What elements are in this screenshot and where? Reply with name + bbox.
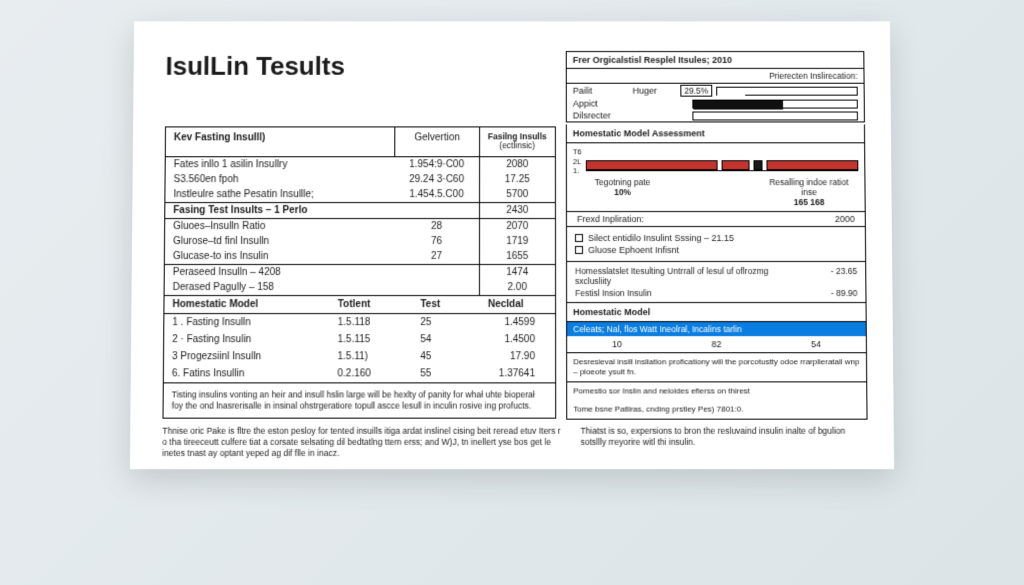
main-table: Kev Fasting Insulll) Gelvertion Fasilng … — [162, 126, 556, 418]
main-footnote: Tisting insulins vonting an heir and ins… — [163, 382, 555, 417]
y-axis: T6 2L 1. — [573, 147, 582, 175]
table-row: Instleulre sathe Pesatin Insullle;1.454.… — [165, 187, 555, 202]
chart-bar — [754, 160, 763, 170]
chart-bar — [586, 160, 718, 170]
kv-list: Homesslatslet Itesulting Untrrall of les… — [567, 261, 865, 302]
hma-panel: Homestatic Model Assessment T6 2L 1. Teg… — [566, 124, 868, 419]
hma-title: Homestatic Model Assessment — [567, 124, 864, 143]
hm-h4: Necldal — [480, 296, 555, 313]
hm-row: 1 . Fasting Insulln1.5.118251.4599 — [164, 314, 555, 331]
table-row: Gluoes–Insulln Ratio282070 — [165, 219, 555, 234]
table-row: Derased Pagully – 1582.00 — [165, 280, 555, 295]
topright-rows: PailitHuger29.5%AppictDilsrecter — [567, 84, 864, 122]
bottom-right: Thiatst is so, expersions to bron the re… — [580, 426, 867, 459]
right-column: Frer Orgicalstisl Resplel Itsules; 2010 … — [566, 51, 865, 122]
left-header: IsulLin Tesults — [165, 51, 556, 96]
fasing-val: 2430 — [479, 203, 555, 218]
block1: Fates inllo 1 asilin Insullry1.954:9·C00… — [165, 157, 555, 203]
page-title: IsulLin Tesults — [165, 51, 555, 82]
chart-bar — [767, 160, 858, 170]
checkbox-icon[interactable] — [575, 246, 583, 254]
head-c3b: (ectlinsic) — [488, 142, 547, 151]
para1: Desresieval insill insliation proficatio… — [567, 352, 866, 381]
checkbox-row[interactable]: Gluose Ephoent Infisnt — [575, 245, 857, 255]
topright-row: Appict — [567, 98, 864, 110]
para3: Tome bsne Patliras, cnding prstley Pes) … — [567, 401, 866, 419]
table-row: S3.560en fpoh29.24 3·C6017.25 — [165, 172, 554, 187]
main-head: Kev Fasting Insulll) Gelvertion Fasilng … — [166, 127, 555, 157]
highlight-bar: Celeats; Nal, flos Watt Ineolral, Incali… — [567, 322, 866, 336]
chart-stats: Tegotning pate10% Resalling indoe ratiot… — [573, 175, 859, 209]
fixed-row: Frexd Inpliration: 2000 — [567, 211, 865, 226]
topright-sub: Prierecten Inslirecation: — [567, 69, 864, 84]
head-c2: Gelvertion — [395, 127, 479, 156]
head-c3: Fasilng Insulls (ectlinsic) — [479, 127, 555, 156]
hm-rows: 1 . Fasting Insulln1.5.118251.45992 · Fa… — [164, 314, 555, 382]
hm-title: Homestatic Model — [164, 296, 329, 313]
topright-row: Dilsrecter — [567, 110, 864, 122]
bottom-left: Thnise oric Pake is fltre the eston pesl… — [162, 426, 564, 459]
topright-head: Frer Orgicalstisl Resplel Itsules; 2010 — [567, 52, 864, 69]
fasing-title: Fasing Test Insults – 1 Perlo — [165, 203, 394, 218]
block2: Gluoes–Insulln Ratio282070Glurose–td fin… — [165, 219, 555, 265]
checkbox-row[interactable]: Silect entidilo Insulint Sssing – 21.15 — [575, 233, 857, 243]
body-grid: Kev Fasting Insulll) Gelvertion Fasilng … — [162, 124, 867, 419]
hm-row: 2 · Fasting Insulin1.5.115541.4500 — [164, 331, 555, 348]
kv-row: Homesslatslet Itesulting Untrrall of les… — [567, 265, 865, 287]
hm-head: Homestatic Model Totlent Test Necldal — [164, 296, 555, 314]
head-c1: Kev Fasting Insulll) — [166, 127, 395, 156]
fasing-row: Fasing Test Insults – 1 Perlo 2430 — [165, 203, 555, 219]
table-row: Peraseed Insulln – 42081474 — [165, 265, 555, 280]
chart-bars — [586, 149, 859, 171]
para2: Pomestio sor Inslin and neloides efierss… — [567, 381, 866, 400]
block3: Peraseed Insulln – 42081474Derased Pagul… — [165, 265, 556, 296]
hm-row: 3 Progezsiinl Insulln1.5.11)4517.90 — [164, 348, 555, 365]
hm-row: 6. Fatins Insullin0.2.160551.37641 — [164, 365, 555, 382]
topright-head-left: Frer Orgicalstisl Resplel Itsules; 2010 — [573, 55, 732, 65]
report-sheet: IsulLin Tesults Frer Orgicalstisl Resple… — [130, 21, 894, 469]
hm-h3: Test — [412, 296, 480, 313]
table-row: Glurose–td finl Insulln761719 — [165, 234, 555, 249]
table-row: Glucase-to ins Insulin271655 — [165, 249, 555, 264]
topright-row: PailitHuger29.5% — [567, 84, 864, 98]
hma-chart: T6 2L 1. Tegotning pate10% Resalling ind… — [567, 143, 865, 211]
top-grid: IsulLin Tesults Frer Orgicalstisl Resple… — [165, 51, 865, 122]
table-row: Fates inllo 1 asilin Insullry1.954:9·C00… — [166, 157, 555, 172]
check-list: Silect entidilo Insulint Sssing – 21.15 G… — [567, 226, 865, 261]
tri-row: 10 82 54 — [567, 336, 866, 352]
checkbox-icon[interactable] — [575, 234, 583, 242]
chart-bar — [722, 160, 750, 170]
hm2-title: Homestatic Model — [567, 302, 866, 322]
bottom-notes: Thnise oric Pake is fltre the eston pesl… — [162, 426, 868, 459]
hm-h2: Totlent — [330, 296, 413, 313]
topright-box: Frer Orgicalstisl Resplel Itsules; 2010 … — [566, 51, 865, 122]
kv-row: Festisl Insion Insulin- 89.90 — [567, 287, 865, 299]
